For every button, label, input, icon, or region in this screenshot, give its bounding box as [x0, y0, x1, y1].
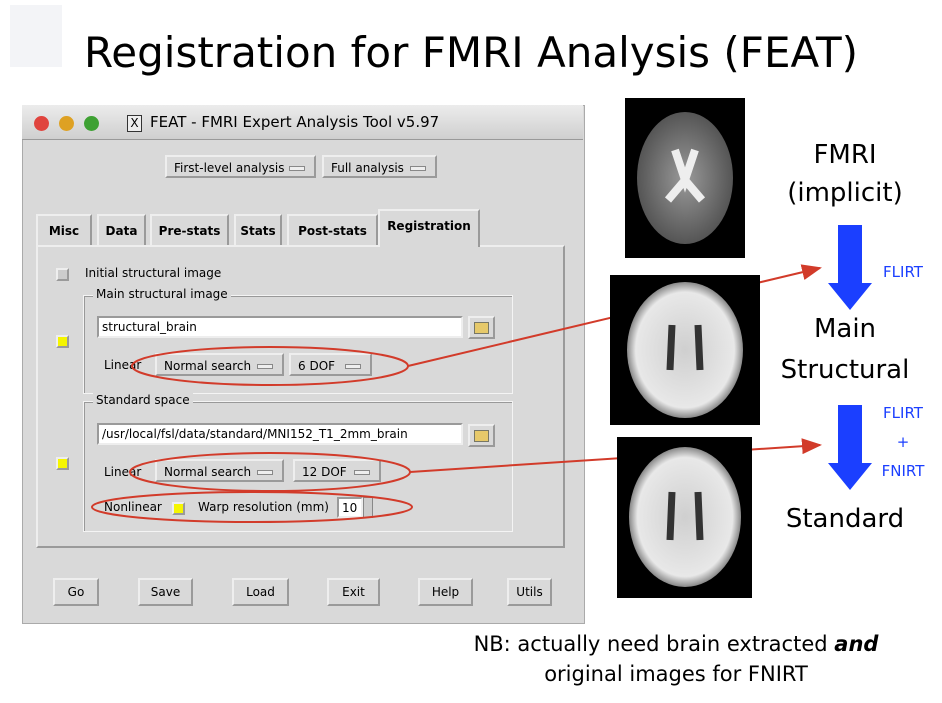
button[interactable]: Help: [418, 578, 473, 606]
tab[interactable]: Post-stats: [287, 214, 378, 245]
note: NB: actually need brain extracted and or…: [420, 632, 932, 686]
folder-button[interactable]: [468, 316, 495, 339]
step-label: Structural: [780, 355, 910, 385]
checkbox[interactable]: [56, 335, 69, 348]
button[interactable]: Go: [53, 578, 99, 606]
title-bar: [22, 105, 583, 140]
group-box: [83, 295, 513, 394]
note-text: original images for FNIRT: [544, 662, 808, 686]
step-label: (implicit): [787, 178, 903, 208]
button[interactable]: Load: [232, 578, 289, 606]
group-legend: Main structural image: [93, 287, 231, 301]
note-text: NB: actually need brain extracted: [473, 632, 828, 656]
dropdown[interactable]: Full analysis: [322, 155, 437, 178]
dropdown[interactable]: First-level analysis: [165, 155, 316, 178]
tab-panel: [36, 245, 565, 548]
dropdown[interactable]: 12 DOF: [293, 459, 381, 482]
checkbox[interactable]: [56, 457, 69, 470]
dropdown[interactable]: Normal search: [155, 459, 284, 482]
tab[interactable]: Misc: [36, 214, 92, 245]
group-legend: Standard space: [93, 393, 193, 407]
slide-title: Registration for FMRI Analysis (FEAT): [83, 28, 859, 77]
logo: [10, 5, 62, 67]
tab[interactable]: Pre-stats: [150, 214, 229, 245]
note-emphasis: and: [834, 632, 879, 656]
checkbox[interactable]: [56, 268, 69, 281]
arrow-label: +: [896, 433, 910, 451]
spinbox[interactable]: 10: [337, 497, 363, 518]
tab[interactable]: Stats: [234, 214, 282, 245]
text-input[interactable]: /usr/local/fsl/data/standard/MNI152_T1_2…: [97, 423, 463, 445]
arrow-label: FNIRT: [881, 462, 925, 480]
pipeline-arrow: [828, 225, 872, 490]
tab[interactable]: Data: [97, 214, 146, 245]
folder-button[interactable]: [468, 424, 495, 447]
tab[interactable]: Registration: [378, 209, 480, 247]
button[interactable]: Exit: [327, 578, 380, 606]
brain-image: [610, 275, 760, 425]
close-button[interactable]: [34, 116, 49, 131]
window-title: FEAT - FMRI Expert Analysis Tool v5.97: [150, 113, 440, 131]
brain-image: [617, 437, 752, 598]
checkbox[interactable]: [172, 502, 185, 515]
dropdown[interactable]: 6 DOF: [289, 353, 372, 376]
step-label: FMRI: [813, 140, 877, 170]
button[interactable]: Save: [138, 578, 193, 606]
step-label: Main: [813, 314, 877, 344]
label: Warp resolution (mm): [198, 500, 329, 514]
brain-image: [625, 98, 745, 258]
dropdown[interactable]: Normal search: [155, 353, 284, 376]
arrow-label: FLIRT: [883, 263, 923, 281]
zoom-button[interactable]: [84, 116, 99, 131]
text-input[interactable]: structural_brain: [97, 316, 463, 338]
arrow-label: FLIRT: [883, 404, 923, 422]
minimize-button[interactable]: [59, 116, 74, 131]
button[interactable]: Utils: [507, 578, 552, 606]
x11-icon: X: [127, 115, 142, 132]
step-label: Standard: [785, 504, 905, 534]
label: Initial structural image: [85, 266, 222, 280]
label: Nonlinear: [104, 500, 162, 514]
group-box: [83, 401, 513, 532]
